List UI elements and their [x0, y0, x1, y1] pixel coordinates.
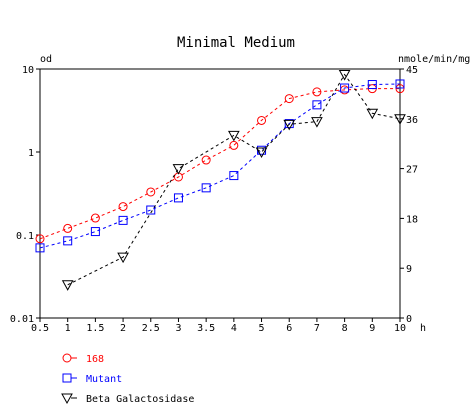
data-point [229, 140, 239, 150]
x-axis: 0.5 1 1.5 2 2.5 3 3.5 4 5 6 7 8 9 10 [31, 318, 406, 334]
data-point [367, 80, 377, 90]
series-layer [35, 70, 406, 291]
y-right-tick-label: 18 [406, 214, 418, 225]
data-point [118, 202, 128, 212]
y-right-tick-label: 9 [406, 264, 412, 275]
legend-marker [62, 353, 72, 363]
x-tick-label: 3 [175, 323, 181, 334]
series-1 [35, 79, 405, 253]
y-right-axis: 0 9 18 27 36 45 [400, 65, 418, 325]
data-point [395, 79, 405, 89]
data-point [257, 115, 267, 125]
x-axis-title: h [420, 323, 426, 334]
y-left-axis: 0.01 0.1 1 10 [10, 65, 40, 325]
data-point [146, 187, 156, 197]
x-tick-label: 1.5 [86, 323, 104, 334]
legend-label: 168 [86, 354, 104, 365]
legend-label: Beta Galactosidase [86, 394, 194, 405]
data-point [283, 119, 296, 131]
data-point [90, 227, 100, 237]
data-point [63, 223, 73, 233]
data-point [312, 100, 322, 110]
x-tick-label: 4 [231, 323, 237, 334]
data-point [146, 205, 156, 215]
series-line [39, 83, 401, 249]
series-0 [35, 84, 405, 244]
data-point [394, 114, 406, 125]
y-right-tick-label: 45 [406, 65, 418, 76]
legend-marker [61, 393, 73, 405]
legend-marker [62, 373, 72, 383]
plot-frame [39, 68, 401, 319]
data-point [340, 83, 350, 93]
y-right-tick-label: 27 [406, 165, 418, 176]
data-point [61, 280, 74, 291]
data-point [227, 130, 240, 142]
data-point [312, 87, 322, 97]
data-point [338, 70, 351, 81]
y-left-tick-label: 0.01 [10, 314, 34, 325]
x-tick-label: 7 [314, 323, 320, 334]
data-point [201, 155, 211, 165]
x-tick-label: 2 [120, 323, 126, 334]
chart-title: Minimal Medium [177, 35, 295, 51]
data-point [311, 117, 323, 128]
y-right-axis-title: nmole/min/mg [398, 54, 470, 65]
data-point [229, 171, 239, 181]
x-tick-label: 10 [394, 323, 406, 334]
x-tick-label: 8 [342, 323, 348, 334]
x-tick-label: 6 [286, 323, 292, 334]
data-point [90, 213, 100, 223]
data-point [35, 243, 45, 253]
y-left-tick-label: 10 [22, 65, 34, 76]
x-tick-label: 1 [65, 323, 71, 334]
legend: 168 Mutant Beta Galactosidase [61, 353, 194, 405]
data-point [284, 94, 294, 104]
y-left-tick-label: 0.1 [16, 231, 34, 242]
y-left-tick-label: 1 [28, 148, 34, 159]
data-point [255, 147, 268, 159]
data-point [395, 84, 405, 94]
series-line [67, 73, 401, 286]
x-tick-label: 2.5 [142, 323, 160, 334]
legend-label: Mutant [86, 374, 122, 385]
data-point [63, 236, 73, 246]
data-point [366, 108, 379, 120]
data-point [173, 193, 183, 203]
y-right-tick-label: 0 [406, 314, 412, 325]
data-point [118, 215, 128, 225]
series-2 [61, 70, 406, 291]
data-point [117, 252, 129, 264]
x-tick-label: 5 [259, 323, 265, 334]
y-left-axis-title: od [40, 54, 52, 65]
x-tick-label: 3.5 [197, 323, 215, 334]
data-point [201, 183, 211, 193]
data-point [35, 234, 45, 244]
x-tick-label: 0.5 [31, 323, 49, 334]
data-point [172, 164, 185, 175]
series-line [39, 88, 400, 240]
x-tick-label: 9 [369, 323, 375, 334]
y-right-tick-label: 36 [406, 115, 418, 126]
